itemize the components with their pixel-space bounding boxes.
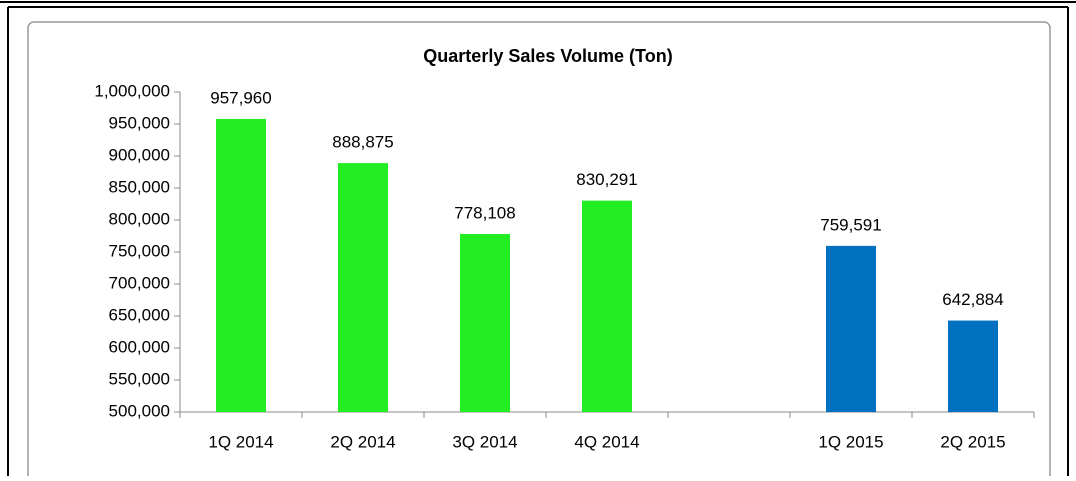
y-tick-label: 750,000 xyxy=(109,241,170,260)
value-label: 778,108 xyxy=(454,203,515,222)
value-label: 830,291 xyxy=(576,170,637,189)
chart-area xyxy=(27,21,1051,481)
bar xyxy=(948,320,998,412)
x-tick-label: 1Q 2014 xyxy=(208,432,273,451)
bar xyxy=(216,118,266,412)
x-tick-label: 1Q 2015 xyxy=(818,432,883,451)
x-tick-label: 4Q 2014 xyxy=(574,432,639,451)
value-label: 888,875 xyxy=(332,133,393,152)
x-tick-label: 2Q 2014 xyxy=(330,432,395,451)
bar xyxy=(582,200,632,412)
x-tick-label: 3Q 2014 xyxy=(452,432,517,451)
bar xyxy=(460,234,510,412)
y-tick-label: 650,000 xyxy=(109,305,170,324)
y-tick-label: 550,000 xyxy=(109,369,170,388)
y-tick-label: 900,000 xyxy=(109,145,170,164)
y-tick-label: 500,000 xyxy=(109,401,170,420)
y-tick-label: 1,000,000 xyxy=(94,81,170,100)
bar xyxy=(338,163,388,412)
value-label: 957,960 xyxy=(210,88,271,107)
value-label: 642,884 xyxy=(942,290,1003,309)
y-tick-label: 700,000 xyxy=(109,273,170,292)
y-tick-label: 600,000 xyxy=(109,337,170,356)
value-label: 759,591 xyxy=(820,215,881,234)
x-tick-label: 2Q 2015 xyxy=(940,432,1005,451)
y-tick-label: 950,000 xyxy=(109,113,170,132)
y-tick-label: 850,000 xyxy=(109,177,170,196)
y-tick-label: 800,000 xyxy=(109,209,170,228)
bar xyxy=(826,245,876,412)
chart-title: Quarterly Sales Volume (Ton) xyxy=(423,46,672,66)
